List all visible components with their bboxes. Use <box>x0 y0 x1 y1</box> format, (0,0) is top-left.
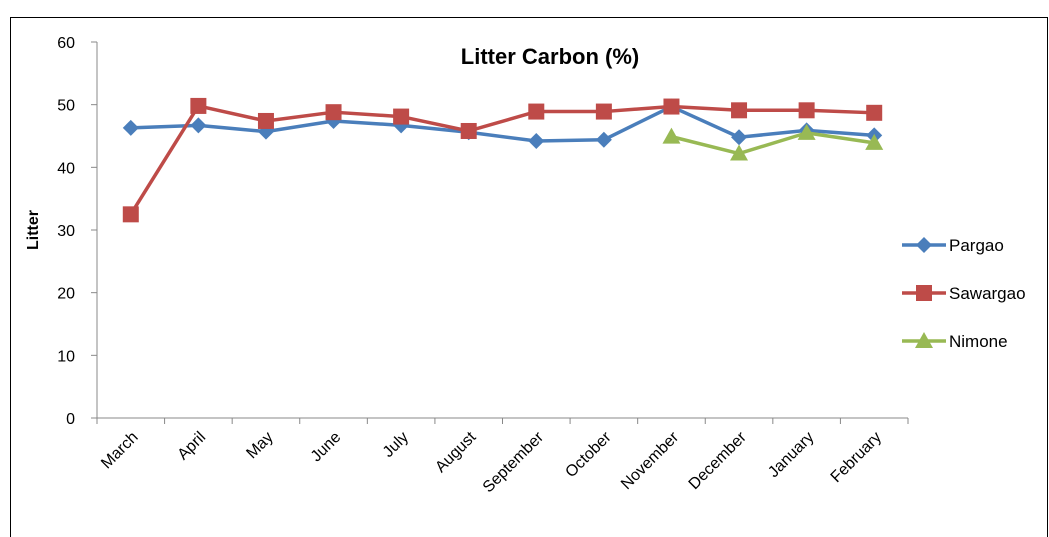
data-point-square <box>190 97 207 114</box>
data-point-square <box>798 102 815 119</box>
y-tick-label: 10 <box>57 348 75 365</box>
y-tick-label: 30 <box>57 223 75 240</box>
y-axis-label: Litter <box>25 210 42 250</box>
x-tick-label: February <box>828 429 885 486</box>
data-point-square <box>393 108 410 125</box>
chart-title: Litter Carbon (%) <box>461 44 639 69</box>
data-point-square <box>731 102 748 119</box>
y-tick-label: 20 <box>57 286 75 303</box>
legend-label: Pargao <box>949 236 1004 255</box>
y-tick-label: 50 <box>57 98 75 115</box>
data-point-triangle <box>915 332 933 348</box>
data-point-square <box>257 112 274 129</box>
data-point-diamond <box>190 117 207 134</box>
x-tick-label: January <box>765 429 817 481</box>
legend-label: Sawargao <box>949 284 1026 303</box>
series-pargao <box>122 98 883 150</box>
x-tick-label: March <box>98 429 141 472</box>
x-tick-label: May <box>243 429 276 462</box>
data-point-diamond <box>528 133 545 150</box>
series-sawargao <box>122 97 883 223</box>
legend-item-sawargao: Sawargao <box>902 284 1026 303</box>
data-point-square <box>460 122 477 139</box>
x-tick-label: April <box>175 429 210 464</box>
y-tick-label: 40 <box>57 160 75 177</box>
data-point-triangle <box>797 123 816 140</box>
x-tick-label: December <box>686 428 751 493</box>
legend-item-pargao: Pargao <box>902 236 1004 255</box>
series-line <box>671 131 875 156</box>
data-point-square <box>122 206 139 223</box>
data-point-diamond <box>595 131 612 148</box>
x-tick-label: August <box>432 428 480 476</box>
x-tick-label: September <box>480 428 548 496</box>
chart-frame <box>10 17 1048 537</box>
data-point-triangle <box>865 133 884 150</box>
data-point-triangle <box>730 144 749 161</box>
data-point-diamond <box>916 237 932 253</box>
series-line <box>130 104 875 143</box>
data-point-diamond <box>731 129 748 146</box>
data-point-square <box>325 104 342 121</box>
plot-area <box>122 97 884 223</box>
data-point-square <box>866 104 883 121</box>
data-point-triangle <box>662 127 681 144</box>
data-point-square <box>595 103 612 120</box>
data-point-square <box>528 103 545 120</box>
x-tick-label: November <box>618 428 683 493</box>
data-point-diamond <box>122 119 139 136</box>
legend-label: Nimone <box>949 332 1008 351</box>
data-point-square <box>663 98 680 115</box>
axes: 0 10 20 30 40 50 60 March April May June July August… <box>57 35 909 496</box>
series-line <box>129 104 875 216</box>
legend-item-nimone: Nimone <box>902 332 1008 351</box>
x-tick-label: June <box>308 429 345 466</box>
legend: Pargao Sawargao Nimone <box>902 236 1026 351</box>
x-tick-label: July <box>380 429 412 461</box>
data-point-square <box>916 285 932 301</box>
x-tick-label: October <box>562 428 615 481</box>
series-nimone <box>662 123 884 161</box>
y-tick-label: 0 <box>66 411 75 428</box>
y-tick-label: 60 <box>57 35 75 52</box>
